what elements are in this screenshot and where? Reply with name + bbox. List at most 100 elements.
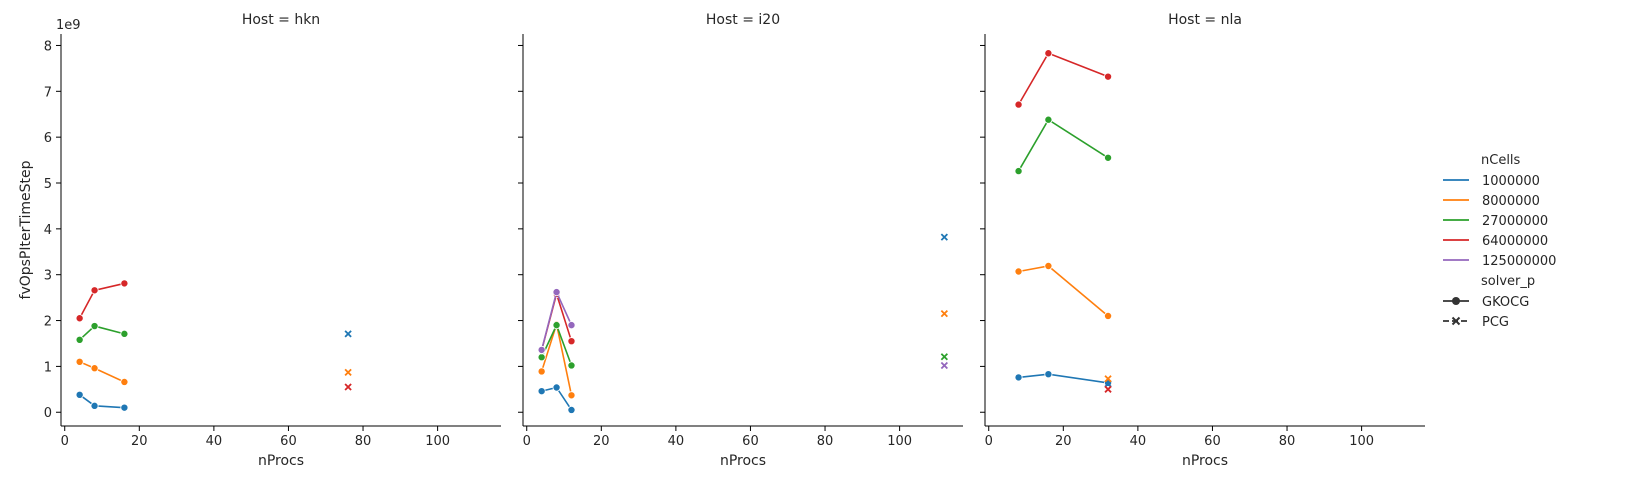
- data-point: [1014, 267, 1023, 276]
- data-point: [567, 321, 576, 330]
- x-axis-label: nProcs: [1182, 453, 1228, 469]
- data-point-x-marker: [940, 310, 948, 318]
- legend-item-label: 125000000: [1482, 254, 1556, 269]
- data-point-x-marker: [1104, 375, 1112, 383]
- data-point: [90, 401, 99, 410]
- y-tick-label: 8: [44, 39, 52, 54]
- data-point: [1104, 311, 1113, 320]
- y-tick-label: 2: [44, 315, 52, 330]
- series-line: [1018, 373, 1109, 384]
- data-point-x-marker: [1104, 385, 1112, 393]
- data-point: [120, 279, 129, 288]
- panel-nla: Host = nla 0 20 40 60 80 100 nProcs: [980, 12, 1425, 469]
- data-point: [90, 286, 99, 295]
- data-point: [1104, 153, 1113, 162]
- x-tick-label: 80: [1279, 434, 1296, 449]
- data-point: [75, 314, 84, 323]
- series-line: [78, 282, 125, 319]
- series-1000000-PCG: [940, 233, 948, 241]
- series-line: [1017, 52, 1109, 106]
- data-point-x-marker: [344, 383, 352, 391]
- data-point: [567, 391, 576, 400]
- legend-item-label: 8000000: [1482, 194, 1540, 209]
- x-tick-label: 100: [887, 434, 912, 449]
- x-tick-label: 80: [355, 434, 372, 449]
- data-point: [537, 367, 546, 376]
- y-tick-label: 5: [44, 177, 52, 192]
- panel-hkn: Host = hkn 0 20 40 60 80 100 nProcs 0 1 2 3 4 5 6 7 8 1e9…: [18, 12, 501, 469]
- legend-hue-title: nCells: [1481, 153, 1521, 168]
- series-64000000-PCG: [344, 383, 352, 391]
- data-point-x-marker: [344, 330, 352, 338]
- legend-x-marker: [1451, 316, 1461, 326]
- y-tick-label: 4: [44, 223, 52, 238]
- series-1000000-GKOCG: [537, 383, 576, 414]
- data-point-x-marker: [940, 361, 948, 370]
- x-tick-label: 100: [1349, 434, 1374, 449]
- x-tick-label: 60: [742, 434, 759, 449]
- y-tick-label: 6: [44, 131, 52, 146]
- data-point-x-marker: [940, 233, 948, 241]
- legend-style-title: solver_p: [1481, 274, 1535, 289]
- series-8000000-GKOCG: [1014, 261, 1113, 320]
- series-64000000-GKOCG: [1014, 49, 1113, 109]
- y-tick-label: 7: [44, 85, 52, 100]
- data-point: [567, 405, 576, 414]
- data-point: [1044, 49, 1053, 58]
- panel-title: Host = hkn: [242, 12, 320, 28]
- y-axis-label: fvOpsPIterTimeStep: [18, 160, 34, 299]
- series-8000000-GKOCG: [75, 357, 129, 386]
- y-tick-label: 1: [44, 360, 52, 375]
- series-64000000-GKOCG: [75, 279, 129, 323]
- panel-i20: Host = i20 0 20 40 60 80 100 nProcs: [518, 12, 963, 469]
- y-tick-label: 3: [44, 269, 52, 284]
- data-point: [1104, 72, 1113, 81]
- data-point-x-marker: [344, 368, 352, 376]
- y-tick-label: 0: [44, 406, 52, 421]
- series-8000000-PCG: [1104, 375, 1112, 383]
- series-125000000-PCG: [940, 361, 948, 370]
- series-64000000-PCG: [1104, 385, 1112, 393]
- x-tick-label: 60: [1204, 434, 1221, 449]
- data-point: [537, 345, 546, 354]
- data-point: [567, 337, 576, 346]
- data-point: [75, 335, 84, 344]
- series-line: [79, 394, 125, 409]
- x-tick-label: 0: [985, 434, 993, 449]
- legend: nCells 1000000 8000000 27000000 64000000 1250…: [1443, 153, 1556, 330]
- data-point: [1014, 100, 1023, 109]
- legend-item-label: GKOCG: [1482, 295, 1529, 310]
- series-27000000-GKOCG: [75, 322, 129, 344]
- series-125000000-GKOCG: [537, 288, 576, 354]
- legend-item-label: PCG: [1482, 315, 1509, 330]
- series-line: [79, 361, 125, 383]
- x-tick-label: 40: [1130, 434, 1147, 449]
- data-point: [120, 377, 129, 386]
- legend-item-label: 27000000: [1482, 214, 1548, 229]
- data-point: [552, 321, 561, 330]
- x-tick-label: 100: [425, 434, 450, 449]
- legend-circle-marker: [1452, 297, 1460, 305]
- series-1000000-GKOCG: [1014, 370, 1113, 387]
- data-point: [1044, 370, 1053, 379]
- data-point: [75, 357, 84, 366]
- panel-title: Host = nla: [1168, 12, 1242, 28]
- series-27000000-GKOCG: [1014, 115, 1113, 176]
- x-tick-label: 80: [817, 434, 834, 449]
- data-point: [90, 364, 99, 373]
- panel-title: Host = i20: [706, 12, 780, 28]
- series-27000000-PCG: [940, 353, 948, 361]
- series-line: [1018, 265, 1109, 317]
- series-27000000-GKOCG: [537, 321, 576, 370]
- x-tick-label: 20: [131, 434, 148, 449]
- series-8000000-PCG: [940, 310, 948, 318]
- x-axis-label: nProcs: [720, 453, 766, 469]
- data-point: [1014, 373, 1023, 382]
- data-point-x-marker: [940, 353, 948, 361]
- data-point: [120, 329, 129, 338]
- data-point: [567, 361, 576, 370]
- panels: Host = hkn 0 20 40 60 80 100 nProcs 0 1 2 3 4 5 6 7 8 1e9…: [18, 12, 1425, 469]
- x-tick-label: 40: [206, 434, 223, 449]
- data-point: [1014, 167, 1023, 176]
